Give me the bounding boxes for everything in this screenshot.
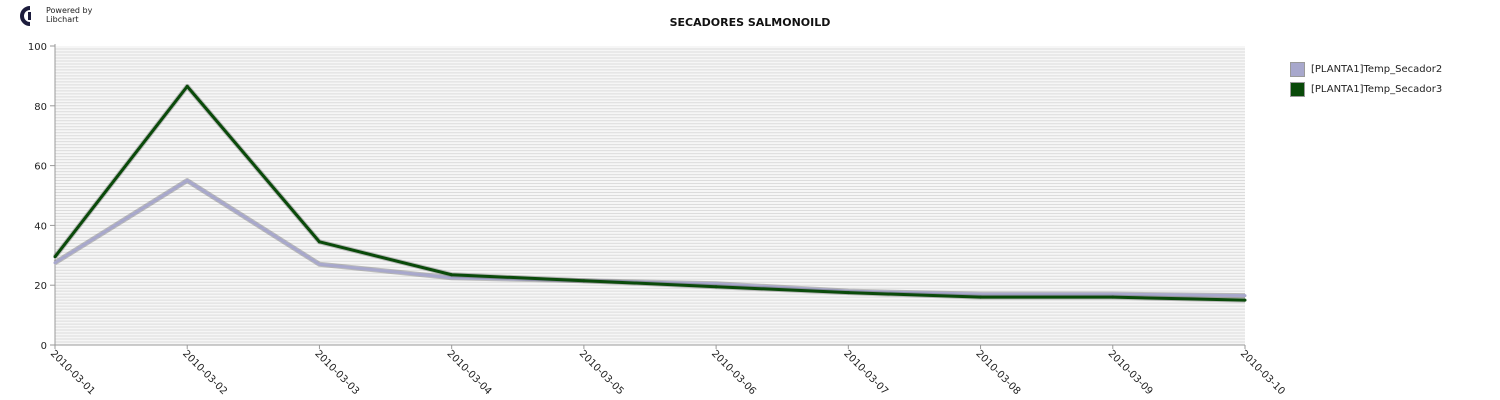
series-point-0 [979,292,983,296]
x-tick-label: 2010-03-04 [445,348,494,397]
series-point-1 [317,240,321,244]
series-point-0 [450,276,454,280]
series-point-1 [450,273,454,277]
x-tick-label: 2010-03-03 [312,348,361,397]
y-tick-label: 100 [28,42,47,53]
libchart-logo: Powered by Libchart [16,5,106,29]
y-tick-label: 40 [34,221,47,232]
series-point-0 [317,262,321,266]
y-tick-label: 60 [34,162,47,173]
series-point-1 [714,285,718,289]
series-point-0 [53,261,57,265]
chart-title: SECADORES SALMONOILD [669,16,831,29]
x-tick-label: 2010-03-01 [48,348,97,397]
series-line-1 [53,84,1246,302]
series-point-0 [1243,294,1247,298]
series-point-1 [1111,295,1115,299]
x-tick-label: 2010-03-10 [1238,348,1287,397]
series-point-0 [1111,292,1115,296]
y-tick-label: 80 [34,102,47,113]
branding-line2: Libchart [46,15,79,24]
series-point-1 [979,295,983,299]
libchart-logo-icon [20,6,31,26]
x-tick-label: 2010-03-09 [1106,348,1155,397]
x-tick-label: 2010-03-07 [841,348,890,397]
series-point-1 [185,84,189,88]
series-point-0 [185,179,189,183]
y-tick-label: 0 [41,341,47,352]
legend-swatch-secador2 [1290,62,1305,77]
x-tick-label: 2010-03-06 [709,348,758,397]
x-tick-label: 2010-03-08 [973,348,1022,397]
legend-swatch-secador3 [1290,82,1305,97]
x-tick-label: 2010-03-05 [577,348,626,397]
series-point-0 [714,282,718,286]
y-tick-label: 20 [34,281,47,292]
x-tick-label: 2010-03-02 [180,348,229,397]
series-point-1 [53,255,57,259]
legend-label-secador2: [PLANTA1]Temp_Secador2 [1311,64,1443,75]
series-point-1 [582,279,586,283]
series-point-1 [846,291,850,295]
series-point-1 [1243,298,1247,302]
libchart-branding: Powered by Libchart [46,6,92,24]
branding-line1: Powered by [46,6,93,15]
legend-label-secador3: [PLANTA1]Temp_Secador3 [1311,84,1443,95]
